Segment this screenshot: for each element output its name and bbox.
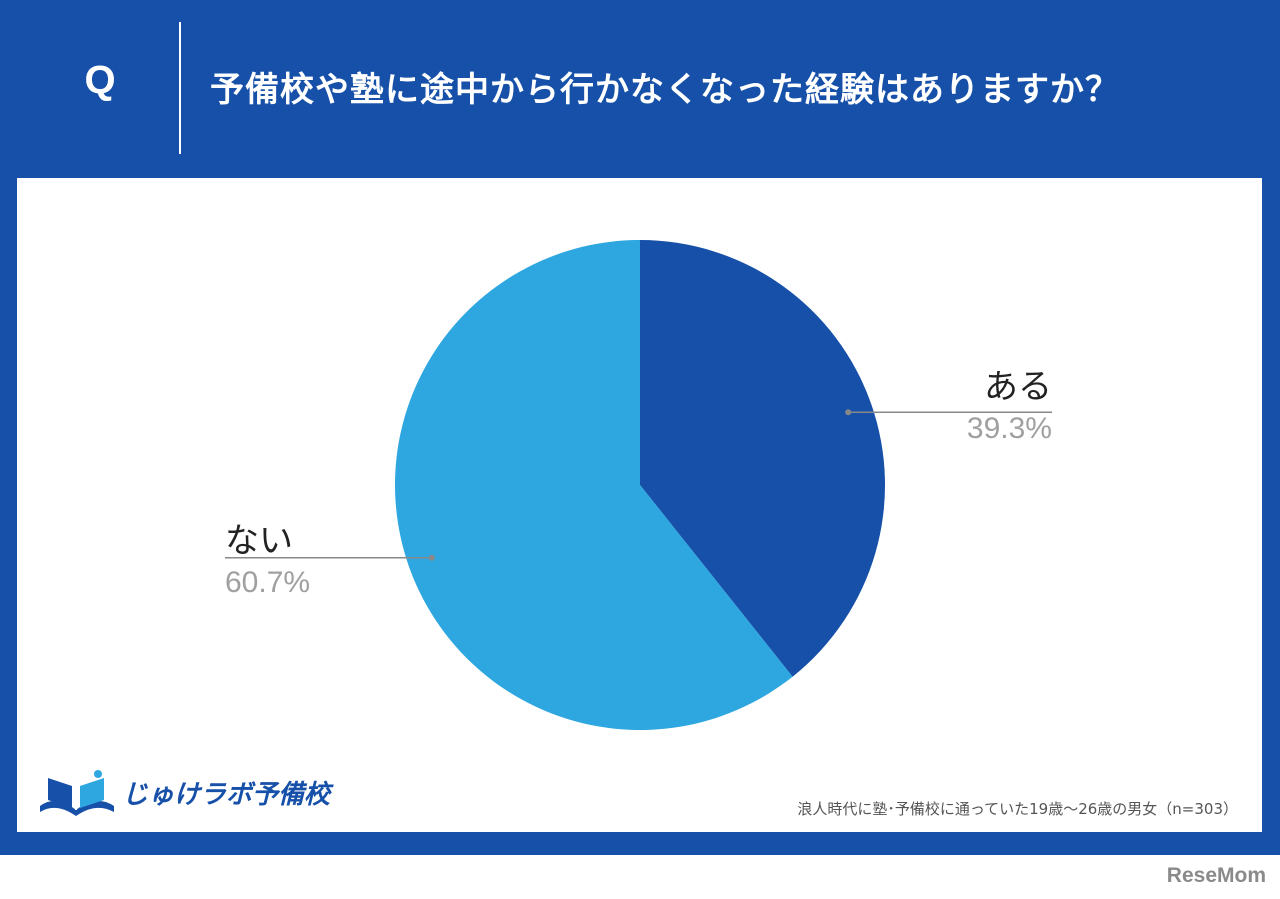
q-label: Q bbox=[84, 58, 116, 102]
slice-label-aru: ある bbox=[984, 367, 1052, 407]
question-title: 予備校や塾に途中から行かなくなった経験はありますか？ bbox=[210, 70, 1120, 110]
slice-label-nai: ない bbox=[225, 521, 293, 561]
slice-percent-aru: 39.3% bbox=[967, 412, 1052, 445]
open-book-logo-icon bbox=[40, 770, 114, 816]
brand-logo: じゅけラボ予備校 bbox=[36, 766, 330, 818]
pie-slice-nai bbox=[395, 240, 793, 731]
slice-percent-nai: 60.7% bbox=[225, 566, 310, 599]
source-note: 浪人時代に塾･予備校に通っていた19歳～26歳の男女（n=303） bbox=[797, 800, 1238, 818]
header-divider bbox=[179, 22, 181, 154]
leader-dot-aru bbox=[845, 409, 852, 416]
publisher-watermark: ReseMom bbox=[1166, 864, 1266, 887]
leader-dot-nai bbox=[428, 554, 435, 561]
logo-text: じゅけラボ予備校 bbox=[122, 779, 331, 810]
pie-slice-aru bbox=[640, 240, 886, 677]
